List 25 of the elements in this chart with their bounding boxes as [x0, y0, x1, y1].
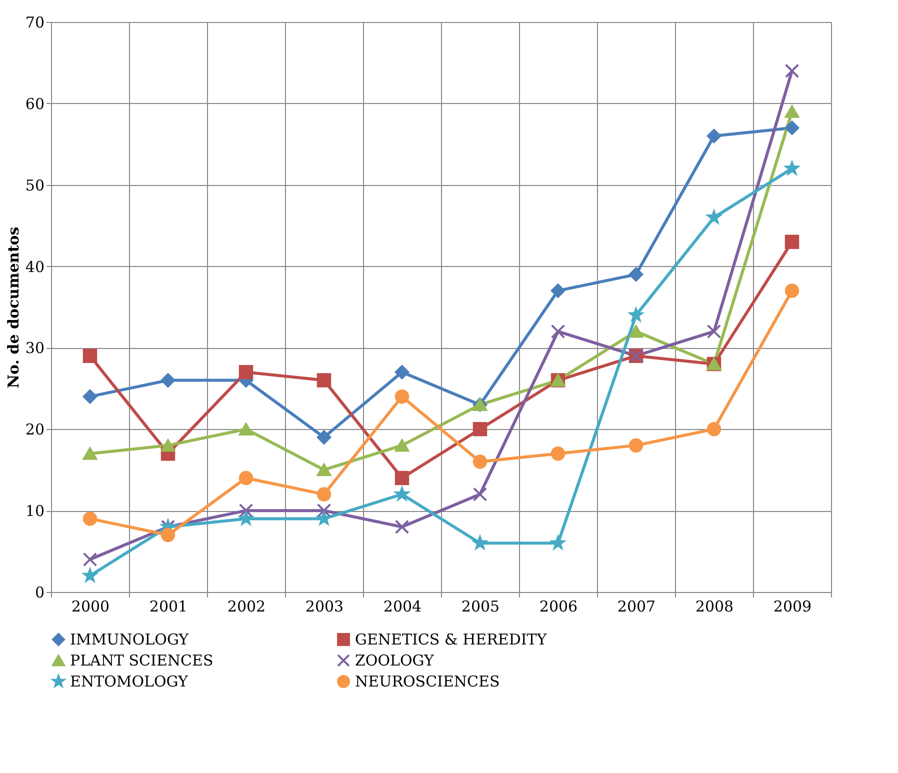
legend-label: PLANT SCIENCES	[70, 652, 214, 670]
legend-label: GENETICS & HEREDITY	[355, 630, 548, 649]
y-tick-label: 10	[25, 502, 44, 520]
x-tick-label: 2008	[695, 598, 734, 616]
x-tick-label: 2000	[71, 598, 110, 616]
y-tick-label: 0	[34, 584, 44, 602]
x-tick-label: 2007	[617, 598, 656, 616]
y-tick-label: 20	[25, 420, 44, 439]
legend-label: ZOOLOGY	[355, 652, 435, 670]
x-tick-label: 2009	[773, 598, 812, 616]
x-tick-label: 2003	[305, 598, 344, 616]
x-tick-label: 2004	[383, 598, 422, 616]
legend-label: ENTOMOLOGY	[70, 672, 190, 690]
x-tick-label: 2005	[461, 598, 500, 616]
y-tick-label: 50	[25, 176, 44, 194]
legend-label: NEUROSCIENCES	[355, 672, 500, 690]
y-tick-label: 70	[25, 14, 44, 32]
x-tick-label: 2002	[227, 598, 266, 616]
y-tick-label: 60	[25, 94, 44, 113]
y-tick-label: 40	[25, 258, 44, 276]
legend-label: IMMUNOLOGY	[70, 630, 190, 649]
y-axis-title: No. de documentos	[4, 226, 22, 388]
x-tick-label: 2006	[539, 598, 578, 616]
x-tick-label: 2001	[149, 598, 188, 616]
y-tick-label: 30	[25, 339, 44, 358]
